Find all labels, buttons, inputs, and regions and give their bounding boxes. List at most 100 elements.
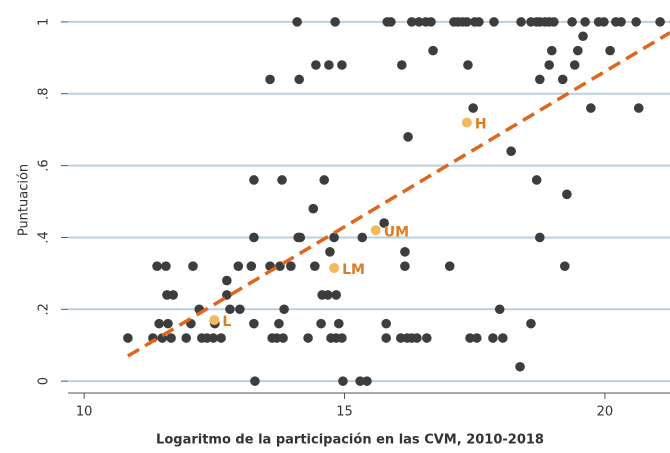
point bbox=[633, 103, 644, 113]
point bbox=[489, 17, 499, 27]
point bbox=[329, 232, 339, 243]
point bbox=[599, 17, 609, 27]
point bbox=[355, 376, 365, 386]
point bbox=[208, 333, 219, 343]
point bbox=[311, 60, 321, 70]
point bbox=[333, 318, 344, 329]
point bbox=[308, 203, 319, 214]
highlight-label: H bbox=[475, 116, 487, 132]
point bbox=[310, 261, 320, 271]
point bbox=[250, 376, 260, 386]
point bbox=[580, 17, 590, 27]
point bbox=[468, 103, 478, 113]
y-tick-label: 1 bbox=[37, 18, 52, 26]
point bbox=[546, 45, 557, 56]
point bbox=[222, 275, 232, 286]
point bbox=[357, 232, 368, 243]
point bbox=[381, 333, 391, 343]
point bbox=[400, 261, 410, 271]
point bbox=[249, 318, 259, 329]
point bbox=[414, 17, 424, 27]
point bbox=[277, 175, 287, 185]
point bbox=[573, 45, 583, 56]
point bbox=[426, 17, 436, 27]
point bbox=[166, 333, 176, 343]
highlight-label: L bbox=[222, 314, 231, 330]
point bbox=[235, 304, 245, 315]
point bbox=[265, 74, 275, 85]
point bbox=[498, 333, 508, 343]
x-tick-label: 10 bbox=[76, 405, 93, 420]
point bbox=[562, 189, 572, 200]
highlight-point bbox=[370, 225, 381, 236]
y-tick-label: 0 bbox=[37, 377, 52, 385]
point bbox=[216, 333, 226, 343]
y-axis-label: Puntuación bbox=[17, 164, 32, 236]
point bbox=[325, 247, 335, 257]
highlight-point bbox=[329, 262, 340, 273]
point bbox=[544, 60, 554, 70]
x-tick-label: 20 bbox=[597, 405, 614, 420]
highlight-label: LM bbox=[342, 262, 365, 278]
point bbox=[163, 318, 173, 329]
point bbox=[295, 232, 306, 243]
point bbox=[560, 261, 570, 271]
point bbox=[331, 290, 341, 300]
point bbox=[631, 17, 641, 27]
point bbox=[488, 333, 498, 343]
point bbox=[319, 175, 330, 185]
point bbox=[474, 17, 484, 27]
point bbox=[462, 17, 472, 27]
point bbox=[225, 304, 235, 315]
point bbox=[381, 318, 391, 329]
point bbox=[412, 333, 422, 343]
point bbox=[463, 60, 473, 70]
point bbox=[294, 74, 305, 85]
point bbox=[161, 261, 171, 271]
point bbox=[292, 17, 302, 27]
point bbox=[233, 261, 244, 271]
point bbox=[400, 247, 410, 257]
point bbox=[515, 361, 525, 372]
point bbox=[337, 60, 347, 70]
y-tick-label: .8 bbox=[37, 88, 52, 100]
point bbox=[181, 333, 192, 343]
point bbox=[330, 17, 340, 27]
point bbox=[337, 333, 347, 343]
y-tick-label: .6 bbox=[37, 159, 52, 171]
point bbox=[123, 333, 133, 343]
point bbox=[338, 376, 348, 386]
point bbox=[586, 103, 596, 113]
point bbox=[362, 376, 372, 386]
point bbox=[526, 318, 536, 329]
point bbox=[154, 318, 164, 329]
y-tick-label: .4 bbox=[37, 231, 52, 243]
point bbox=[275, 261, 285, 271]
highlight-label: UM bbox=[384, 224, 409, 240]
point bbox=[516, 17, 526, 27]
point bbox=[465, 333, 475, 343]
point bbox=[535, 232, 545, 243]
point bbox=[531, 175, 542, 185]
point bbox=[316, 318, 326, 329]
y-tick-label: .2 bbox=[37, 303, 52, 315]
point bbox=[494, 304, 505, 315]
x-axis-label: Logaritmo de la participación en las CVM… bbox=[156, 433, 544, 448]
point bbox=[323, 290, 333, 300]
point bbox=[152, 261, 162, 271]
point bbox=[535, 74, 545, 85]
point bbox=[249, 232, 259, 243]
point bbox=[286, 261, 296, 271]
point bbox=[655, 17, 665, 27]
highlight-point bbox=[461, 117, 472, 128]
point bbox=[428, 45, 438, 56]
point bbox=[616, 17, 626, 27]
point bbox=[605, 45, 615, 56]
point bbox=[279, 304, 289, 315]
highlight-point bbox=[209, 315, 220, 326]
point bbox=[557, 74, 568, 85]
point bbox=[246, 261, 257, 271]
x-tick-label: 15 bbox=[336, 405, 353, 420]
point bbox=[506, 146, 516, 157]
